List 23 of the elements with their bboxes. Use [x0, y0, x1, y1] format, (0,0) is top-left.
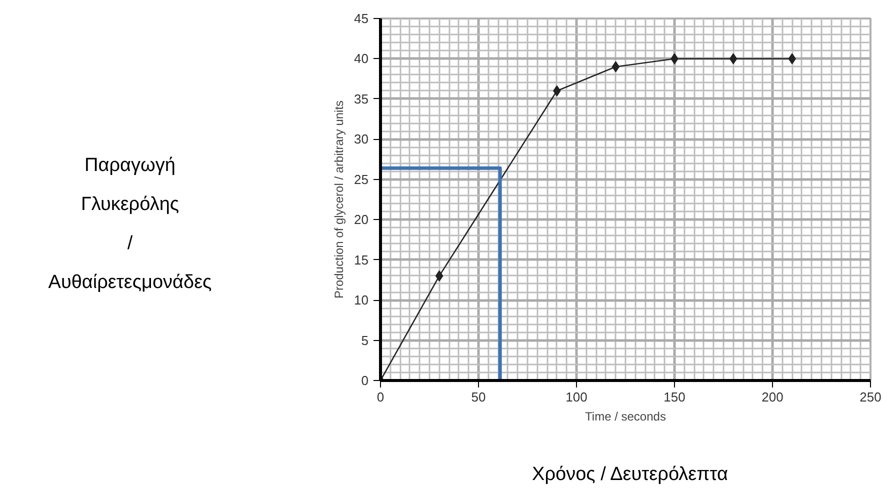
x-tick-label: 100	[566, 390, 588, 404]
y-tick-label: 45	[354, 11, 369, 26]
x-tick-label: 150	[664, 390, 686, 404]
point	[435, 270, 444, 282]
point	[612, 61, 620, 72]
y-tick-label: 30	[354, 132, 369, 147]
y-tick-label: 5	[361, 332, 369, 348]
y-tick-label: 35	[354, 91, 369, 106]
point	[729, 53, 738, 64]
x-tick-label: 200	[762, 390, 784, 404]
x-tick-label: 0	[376, 390, 384, 404]
x-tick-label: 50	[471, 390, 486, 404]
text: Παραγωγή Γλυκερόλης / Αυθαίρετεςμονάδες	[47, 154, 213, 296]
y-tick-label: 10	[354, 292, 369, 308]
y-tick-label: 20	[354, 212, 369, 228]
y-axis-title: Production of glycerol / arbitrary units	[332, 100, 346, 299]
text: Χρόνος / Δευτερόλεπτα	[531, 463, 729, 487]
y-tick-label: 25	[354, 172, 369, 187]
x-axis-title: Time / seconds	[585, 410, 666, 424]
x-tick-label: 250	[860, 390, 882, 404]
y-tick-label: 0	[361, 373, 369, 388]
y-tick-label: 40	[354, 51, 369, 66]
y-tick-label: 15	[354, 252, 369, 268]
